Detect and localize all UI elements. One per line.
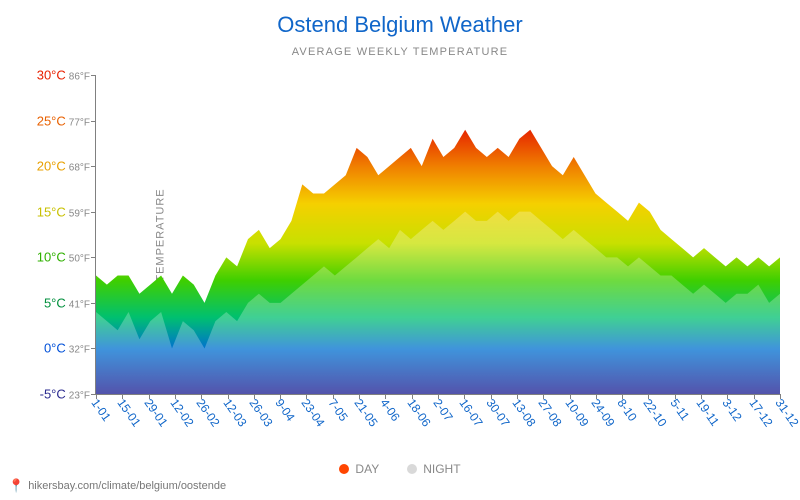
x-tick: 8-10	[615, 396, 640, 424]
y-tick: -5°C23°F	[40, 387, 96, 402]
x-tick: 26-03	[246, 396, 275, 429]
source-footer: 📍 hikersbay.com/climate/belgium/oostende	[8, 478, 226, 494]
x-tick: 13-08	[509, 396, 538, 429]
x-tick: 17-12	[746, 396, 775, 429]
y-tick: 0°C32°F	[44, 341, 96, 356]
x-tick: 10-09	[562, 396, 591, 429]
x-tick: 24-09	[588, 396, 617, 429]
y-tick: 10°C50°F	[37, 250, 96, 265]
x-tick: 27-08	[536, 396, 565, 429]
x-tick: 23-04	[299, 396, 328, 429]
legend-item: NIGHT	[407, 462, 460, 476]
x-tick: 31-12	[772, 396, 800, 429]
x-tick: 16-07	[457, 396, 486, 429]
x-tick: 21-05	[352, 396, 381, 429]
y-tick: 25°C77°F	[37, 113, 96, 128]
y-tick: 20°C68°F	[37, 159, 96, 174]
weather-chart: Ostend Belgium Weather AVERAGE WEEKLY TE…	[0, 0, 800, 500]
legend-dot-icon	[339, 464, 349, 474]
chart-subtitle: AVERAGE WEEKLY TEMPERATURE	[0, 38, 800, 58]
x-tick: 26-02	[194, 396, 223, 429]
y-tick: 15°C59°F	[37, 204, 96, 219]
x-tick: 18-06	[404, 396, 433, 429]
x-tick: 5-11	[667, 396, 692, 423]
y-tick: 5°C41°F	[44, 295, 96, 310]
map-pin-icon: 📍	[8, 478, 24, 494]
chart-svg	[96, 75, 780, 394]
legend-label: DAY	[355, 462, 379, 476]
x-tick: 7-05	[325, 396, 350, 424]
plot-area: TEMPERATURE -5°C23°F0°C32°F5°C41°F10°C50…	[95, 75, 780, 395]
legend-item: DAY	[339, 462, 379, 476]
x-tick: 3-12	[720, 396, 745, 424]
x-tick: 29-01	[141, 396, 170, 429]
y-tick: 30°C86°F	[37, 68, 96, 83]
chart-title: Ostend Belgium Weather	[0, 0, 800, 38]
x-tick: 12-03	[220, 396, 249, 429]
x-tick: 30-07	[483, 396, 512, 429]
x-tick: 15-01	[115, 396, 144, 429]
x-tick: 2-07	[430, 396, 455, 424]
legend: DAY NIGHT	[0, 462, 800, 476]
x-tick: 22-10	[641, 396, 670, 429]
x-tick: 1-01	[88, 396, 113, 424]
legend-dot-icon	[407, 464, 417, 474]
x-tick: 12-02	[167, 396, 196, 429]
x-tick: 19-11	[694, 396, 723, 428]
x-tick: 4-06	[378, 396, 403, 424]
legend-label: NIGHT	[423, 462, 460, 476]
source-url: hikersbay.com/climate/belgium/oostende	[28, 480, 226, 492]
x-tick: 9-04	[273, 396, 298, 424]
